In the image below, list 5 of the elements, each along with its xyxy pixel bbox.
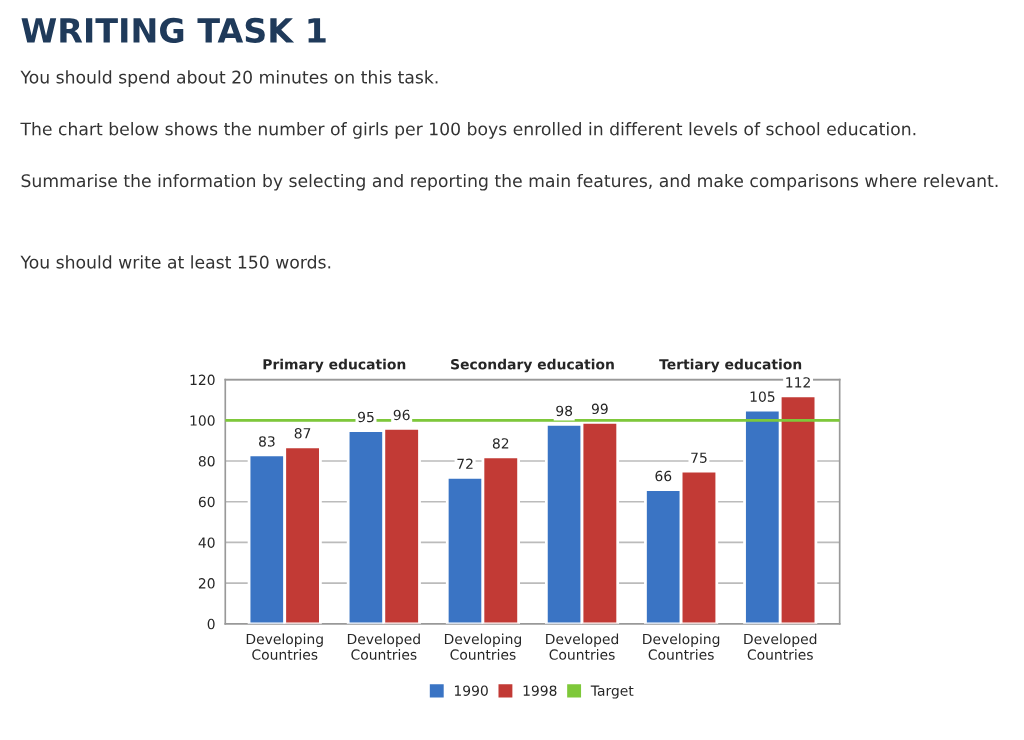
text: The chart below shows the number of girls per 100 boys enrolled in different levels of school education. (20, 122, 916, 139)
text: Summarise the information by selecting and reporting the main features, and make comparisons where relevant. (21, 173, 998, 191)
chart-title: WRITING TASK 1 (21, 17, 326, 43)
text: You should spend about 20 minutes on this task. (20, 70, 438, 87)
text: You should write at least 150 words. (20, 255, 331, 269)
